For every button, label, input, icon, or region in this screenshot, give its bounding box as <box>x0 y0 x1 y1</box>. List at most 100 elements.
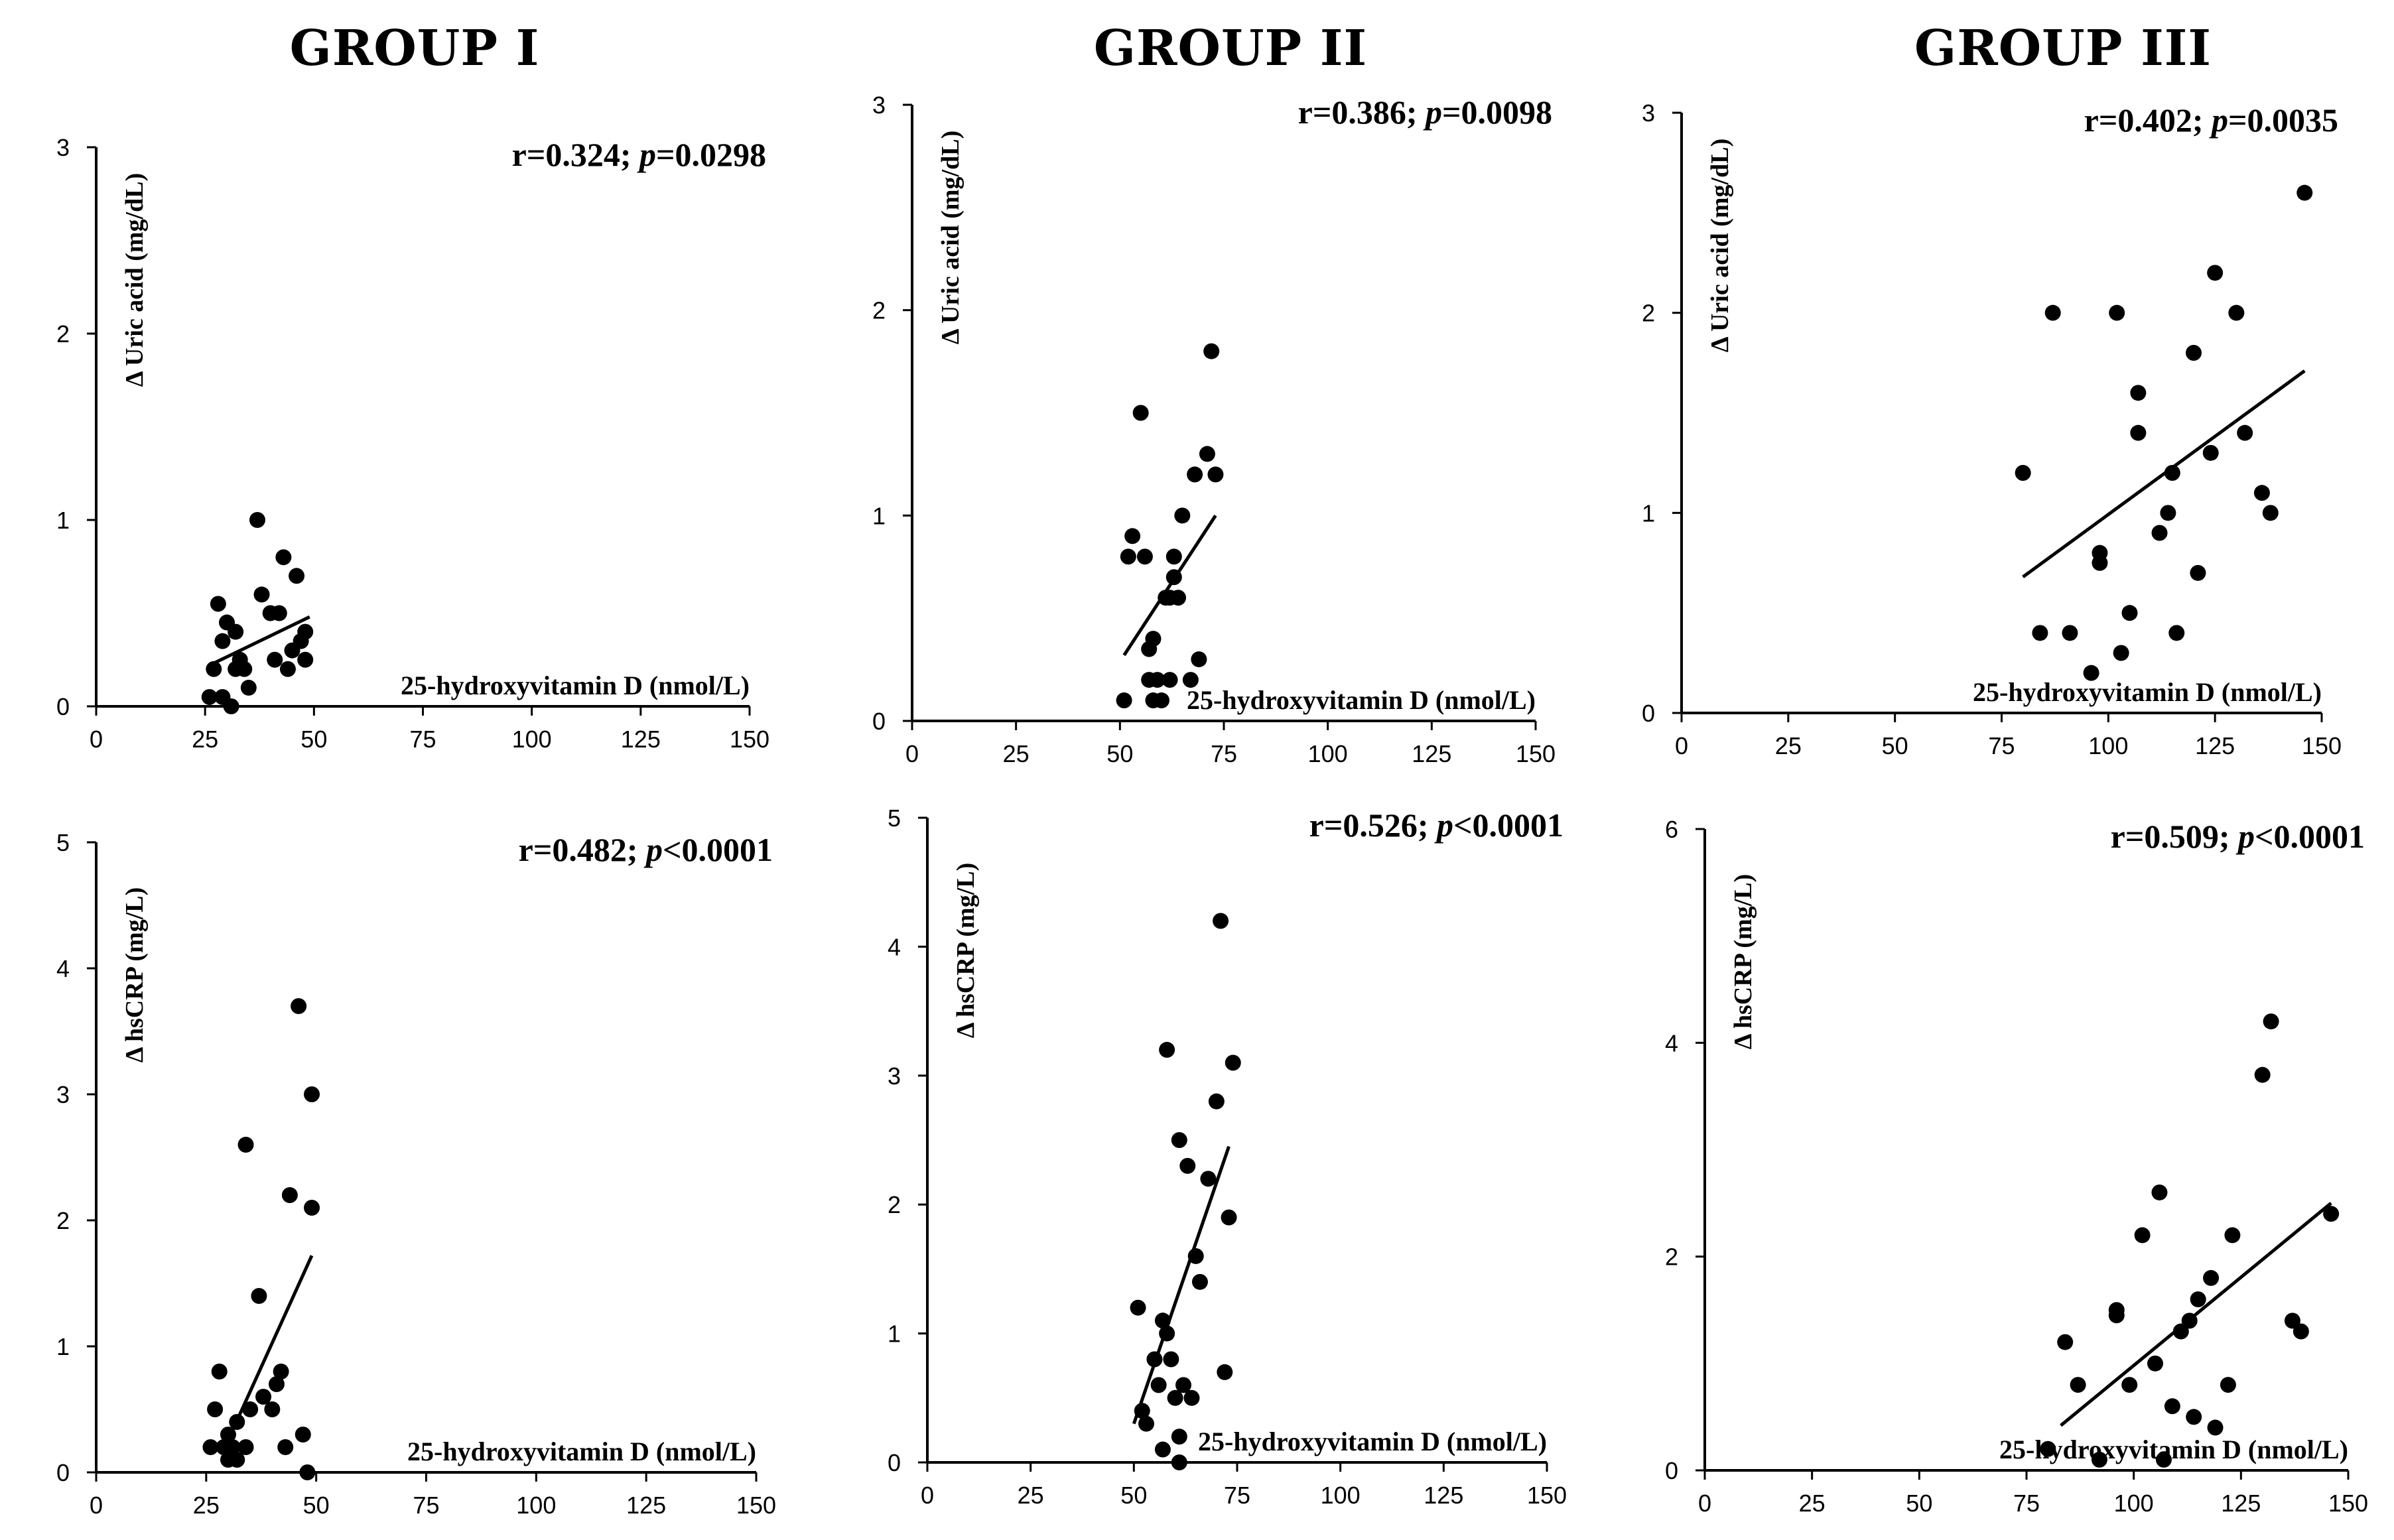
chart-3-data-point <box>2015 465 2031 481</box>
chart-4-x-tick-label: 100 <box>516 1492 556 1519</box>
chart-3-data-point <box>2207 265 2224 281</box>
chart-3-y-tick-label: 2 <box>1642 300 1655 327</box>
chart-4-data-point <box>299 1464 316 1480</box>
chart-6-data-point <box>2207 1419 2224 1436</box>
chart-3-data-point <box>2083 665 2099 681</box>
chart-1-x-tick-label: 75 <box>409 726 436 753</box>
chart-5-x-tick-label: 50 <box>1120 1482 1147 1509</box>
chart-3-data-point <box>2121 605 2138 621</box>
chart-1-data-point <box>249 512 265 528</box>
chart-2-data-point <box>1120 548 1136 565</box>
chart-6-data-point <box>2121 1377 2138 1393</box>
chart-5-x-tick-label: 125 <box>1424 1482 1463 1509</box>
chart-5-data-point <box>1187 1248 1204 1264</box>
chart-1-data-point <box>297 651 314 668</box>
chart-6-x-tick-label: 25 <box>1799 1490 1826 1517</box>
chart-1-data-point <box>210 596 226 612</box>
chart-1-data-point <box>223 698 239 714</box>
chart-2-data-point <box>1174 507 1191 524</box>
chart-4-data-point <box>277 1439 294 1455</box>
chart-5-x-tick-label: 150 <box>1527 1482 1567 1509</box>
chart-4-data-point <box>229 1414 245 1430</box>
chart-4-data-point <box>211 1364 228 1380</box>
chart-6-trend-line <box>2060 1202 2332 1427</box>
chart-1-x-tick-label: 150 <box>730 726 769 753</box>
chart-5-y-tick-label: 5 <box>888 804 901 832</box>
chart-5-data-point <box>1159 1041 1175 1058</box>
chart-5-data-point <box>1225 1055 1241 1071</box>
chart-6-data-point <box>2172 1323 2189 1340</box>
chart-5-data-point <box>1154 1441 1171 1458</box>
chart-1-data-point <box>240 679 257 696</box>
chart-1-data-point <box>253 586 270 603</box>
chart-5-data-point <box>1150 1377 1167 1393</box>
chart-5-data-point <box>1138 1415 1155 1432</box>
chart-6-y-tick-label: 4 <box>1665 1029 1678 1057</box>
chart-3-data-point <box>2202 444 2219 461</box>
chart-2-x-tick-label: 100 <box>1308 740 1348 767</box>
chart-3-stat-annotation: r=0.402; p=0.0035 <box>2084 101 2338 139</box>
chart-2-data-point <box>1165 548 1182 565</box>
chart-3-x-tick-label: 50 <box>1882 732 1908 759</box>
chart-6-data-point <box>2070 1377 2086 1393</box>
chart-5-x-tick-label: 0 <box>921 1482 934 1509</box>
chart-2-y-tick-label: 0 <box>872 708 886 735</box>
chart-6-data-point <box>2254 1066 2271 1083</box>
chart-4-x-tick-label: 50 <box>303 1492 330 1519</box>
chart-4-data-point <box>264 1401 281 1417</box>
chart-4-y-tick-label: 1 <box>56 1333 70 1360</box>
chart-3-data-point <box>2044 304 2061 321</box>
chart-1-y-axis-label: Δ Uric acid (mg/dL) <box>121 173 149 387</box>
group-title-3: GROUP III <box>1914 20 2212 77</box>
chart-6-data-point <box>2224 1227 2241 1244</box>
chart-1-data-point <box>289 568 305 584</box>
chart-6-data-point <box>2040 1441 2056 1457</box>
chart-5-data-point <box>1221 1209 1237 1226</box>
chart-6-data-point <box>2263 1013 2279 1030</box>
chart-2-data-point <box>1154 692 1169 709</box>
chart-5-data-point <box>1163 1351 1179 1368</box>
chart-1-data-point <box>214 633 231 649</box>
chart-4-stat-r: r=0.482; <box>519 831 646 868</box>
chart-2-data-point <box>1116 692 1132 709</box>
chart-5-data-point <box>1134 1403 1150 1419</box>
chart-2-data-point <box>1203 343 1220 359</box>
chart-1-data-point <box>228 623 244 640</box>
chart-6-x-tick-label: 125 <box>2221 1490 2261 1517</box>
chart-4-x-tick-label: 150 <box>736 1492 776 1519</box>
group-title-2: GROUP II <box>1093 20 1368 77</box>
chart-1-stat-p-value: =0.0298 <box>656 136 766 173</box>
chart-4-data-point <box>295 1427 311 1443</box>
chart-2-y-tick-label: 3 <box>872 92 886 119</box>
chart-6-stat-p-symbol: p <box>2235 818 2255 855</box>
chart-3-data-point <box>2253 485 2270 501</box>
chart-5-y-tick-label: 1 <box>888 1320 901 1348</box>
chart-6-x-tick-label: 150 <box>2328 1490 2368 1517</box>
chart-3-data-point <box>2109 304 2125 321</box>
chart-5-data-point <box>1159 1325 1175 1342</box>
chart-6-data-point <box>2147 1355 2163 1372</box>
chart-3-stat-p-symbol: p <box>2209 101 2228 139</box>
chart-5-stat-annotation: r=0.526; p<0.0001 <box>1309 806 1563 844</box>
chart-4-y-tick-label: 3 <box>56 1081 70 1108</box>
chart-4-data-point <box>268 1376 285 1392</box>
chart-2-stat-annotation: r=0.386; p=0.0098 <box>1298 94 1552 131</box>
chart-5-data-point <box>1154 1313 1171 1329</box>
chart-1-x-tick-label: 0 <box>90 726 103 753</box>
chart-3-x-tick-label: 25 <box>1775 732 1802 759</box>
chart-6-x-tick-label: 0 <box>1698 1490 1711 1517</box>
chart-4-data-point <box>273 1364 289 1380</box>
chart-6-data-point <box>2108 1307 2125 1324</box>
chart-4-data-point <box>251 1288 267 1304</box>
chart-1-trend-line <box>208 615 310 667</box>
chart-4-x-tick-label: 0 <box>90 1492 103 1519</box>
chart-6-data-point <box>2284 1313 2300 1329</box>
chart-3-stat-p-value: =0.0035 <box>2228 101 2338 139</box>
chart-3-trend-line <box>2022 369 2306 578</box>
chart-2-data-point <box>1187 466 1203 483</box>
chart-4-stat-p-symbol: p <box>643 831 663 868</box>
chart-5-y-tick-label: 3 <box>888 1062 901 1090</box>
chart-3-data-point <box>2262 505 2279 521</box>
chart-1-data-point <box>279 661 296 677</box>
